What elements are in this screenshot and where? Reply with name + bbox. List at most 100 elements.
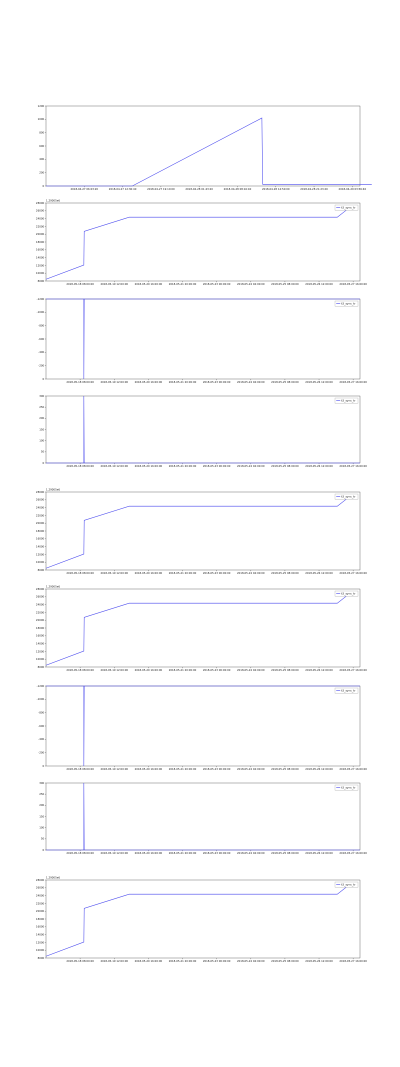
y-tick-label: 0 (43, 764, 45, 768)
x-tick-label: 2018-04-28 14:50:00 (262, 187, 290, 191)
y-tick-label: 28000 (36, 878, 45, 882)
x-tick-label: 2018-05-18 08:00:00 (66, 767, 94, 771)
y-tick-label: -1200 (37, 684, 45, 688)
x-tick-label: 2018-05-23 00:00:00 (203, 464, 231, 468)
chart-panel-5: 8000 10000 12000 14000 16000 18000 20000 22000 2… (36, 488, 367, 576)
x-tick-label: 2018-05-20 16:00:00 (135, 282, 163, 286)
y-tick-label: 28000 (36, 587, 45, 591)
plot-frame (45, 105, 361, 187)
y-tick-label: -200 (38, 364, 44, 368)
y-tick-label: 8000 (38, 279, 45, 283)
y-tick-label: 8000 (38, 956, 45, 960)
x-tick-label: 2018-05-27 16:00:00 (339, 959, 367, 963)
y-tick-label: 24000 (36, 506, 45, 510)
x-tick-label: 2018-05-20 16:00:00 (135, 668, 163, 672)
legend-box (334, 687, 359, 694)
x-tick-label: 2018-05-21 20:00:00 (169, 851, 197, 855)
plot-frame (45, 879, 361, 959)
legend-box (334, 784, 359, 791)
x-tick-label: 2018-05-24 04:00:00 (237, 767, 265, 771)
y-tick-label: 20000 (36, 232, 45, 236)
x-tick-label: 2018-05-19 12:00:00 (100, 767, 128, 771)
legend: t3_sync_tr (334, 397, 359, 404)
y-tick-label: 12000 (36, 263, 45, 267)
y-tick-label: 250 (39, 792, 44, 796)
y-tick-label: 10000 (36, 948, 45, 952)
y-tick-label: 22000 (36, 610, 45, 614)
y-tick-label: 100 (39, 439, 44, 443)
x-tick-label: 2018-05-26 12:00:00 (305, 668, 333, 672)
x-tick-label: 2018-05-19 12:00:00 (100, 282, 128, 286)
y-tick-label: 12000 (36, 649, 45, 653)
x-tick-label: 2018-05-21 20:00:00 (169, 959, 197, 963)
chart-panel-4: 0 50 100 150 200 250 300 2018-05-18 08:00:00 201… (39, 394, 367, 468)
legend-label: t3_sync_tr (341, 689, 356, 693)
x-tick-label: 2018-05-18 08:00:00 (66, 282, 94, 286)
x-tick-label: 2018-04-28 21:23:20 (300, 187, 328, 191)
y-tick-label: 22000 (36, 513, 45, 517)
legend-label: t3_sync_tr (341, 592, 356, 596)
y-tick-label: 24000 (36, 603, 45, 607)
x-tick-label: 2018-05-21 20:00:00 (169, 282, 197, 286)
x-tick-label: 2018-05-23 00:00:00 (203, 668, 231, 672)
x-tick-label: 2018-04-27 06:03:20 (71, 187, 99, 191)
y-tick-label: 1000 (38, 117, 45, 121)
y-tick-label: 26000 (36, 498, 45, 502)
plot-frame (45, 395, 361, 464)
y-tick-label: 20000 (36, 521, 45, 525)
x-tick-label: 2018-05-27 16:00:00 (339, 464, 367, 468)
legend-box (334, 493, 359, 500)
x-tick-label: 2018-05-25 08:00:00 (271, 668, 299, 672)
x-tick-label: 2018-05-21 20:00:00 (169, 668, 197, 672)
x-tick-label: 2018-05-20 16:00:00 (135, 959, 163, 963)
legend-box (334, 881, 359, 888)
y-tick-label: 300 (39, 781, 44, 785)
plot-frame (45, 298, 361, 380)
legend-box (334, 300, 359, 307)
legend: t3_sync_tr (334, 493, 359, 500)
x-tick-label: 2018-05-18 08:00:00 (66, 851, 94, 855)
x-tick-label: 2018-05-23 00:00:00 (203, 959, 231, 963)
y-tick-label: 50 (41, 837, 45, 841)
chart-panel-8: 0 50 100 150 200 250 300 2018-05-18 08:00:00 201… (39, 781, 367, 855)
x-tick-label: 2018-05-23 00:00:00 (203, 282, 231, 286)
x-tick-label: 2018-04-27 12:36:40 (109, 187, 137, 191)
y-tick-label: 0 (43, 848, 45, 852)
y-tick-label: 10000 (36, 657, 45, 661)
plot-frame (45, 202, 361, 282)
x-tick-label: 2018-05-20 16:00:00 (135, 767, 163, 771)
x-tick-label: 2018-05-20 16:00:00 (135, 380, 163, 384)
x-tick-label: 2018-05-23 00:00:00 (203, 851, 231, 855)
x-tick-label: 2018-05-27 16:00:00 (339, 380, 367, 384)
legend: t3_sync_tr (334, 590, 359, 597)
y-tick-label: 14000 (36, 256, 45, 260)
x-tick-label: 2018-05-21 20:00:00 (169, 571, 197, 575)
x-tick-label: 2018-05-25 08:00:00 (271, 851, 299, 855)
x-tick-label: 2018-05-25 08:00:00 (271, 571, 299, 575)
legend-label: t3_sync_tr (341, 883, 356, 887)
x-tick-label: 2018-05-19 12:00:00 (100, 380, 128, 384)
y-tick-label: 0 (43, 461, 45, 465)
y-tick-label: 1200 (38, 104, 45, 108)
legend: t3_sync_tr (334, 784, 359, 791)
y-tick-label: -800 (38, 324, 44, 328)
series-line (45, 497, 349, 569)
y-tick-label: 0 (43, 184, 45, 188)
y-tick-label: 10000 (36, 271, 45, 275)
x-tick-label: 2018-05-19 12:00:00 (100, 668, 128, 672)
series-line (45, 885, 349, 957)
x-tick-label: 2018-05-26 12:00:00 (305, 959, 333, 963)
y-tick-label: 0 (43, 377, 45, 381)
x-tick-label: 2018-05-27 16:00:00 (339, 282, 367, 286)
x-tick-label: 2018-05-26 12:00:00 (305, 464, 333, 468)
y-tick-label: 16000 (36, 248, 45, 252)
y-tick-label: 10000 (36, 560, 45, 564)
x-tick-label: 2018-05-20 16:00:00 (135, 464, 163, 468)
y-tick-label: 8000 (38, 568, 45, 572)
x-tick-label: 2018-05-24 04:00:00 (237, 571, 265, 575)
x-tick-label: 2018-04-27 19:10:00 (147, 187, 175, 191)
y-tick-label: -400 (38, 737, 44, 741)
y-tick-label: 24000 (36, 217, 45, 221)
x-tick-label: 2018-05-27 16:00:00 (339, 571, 367, 575)
